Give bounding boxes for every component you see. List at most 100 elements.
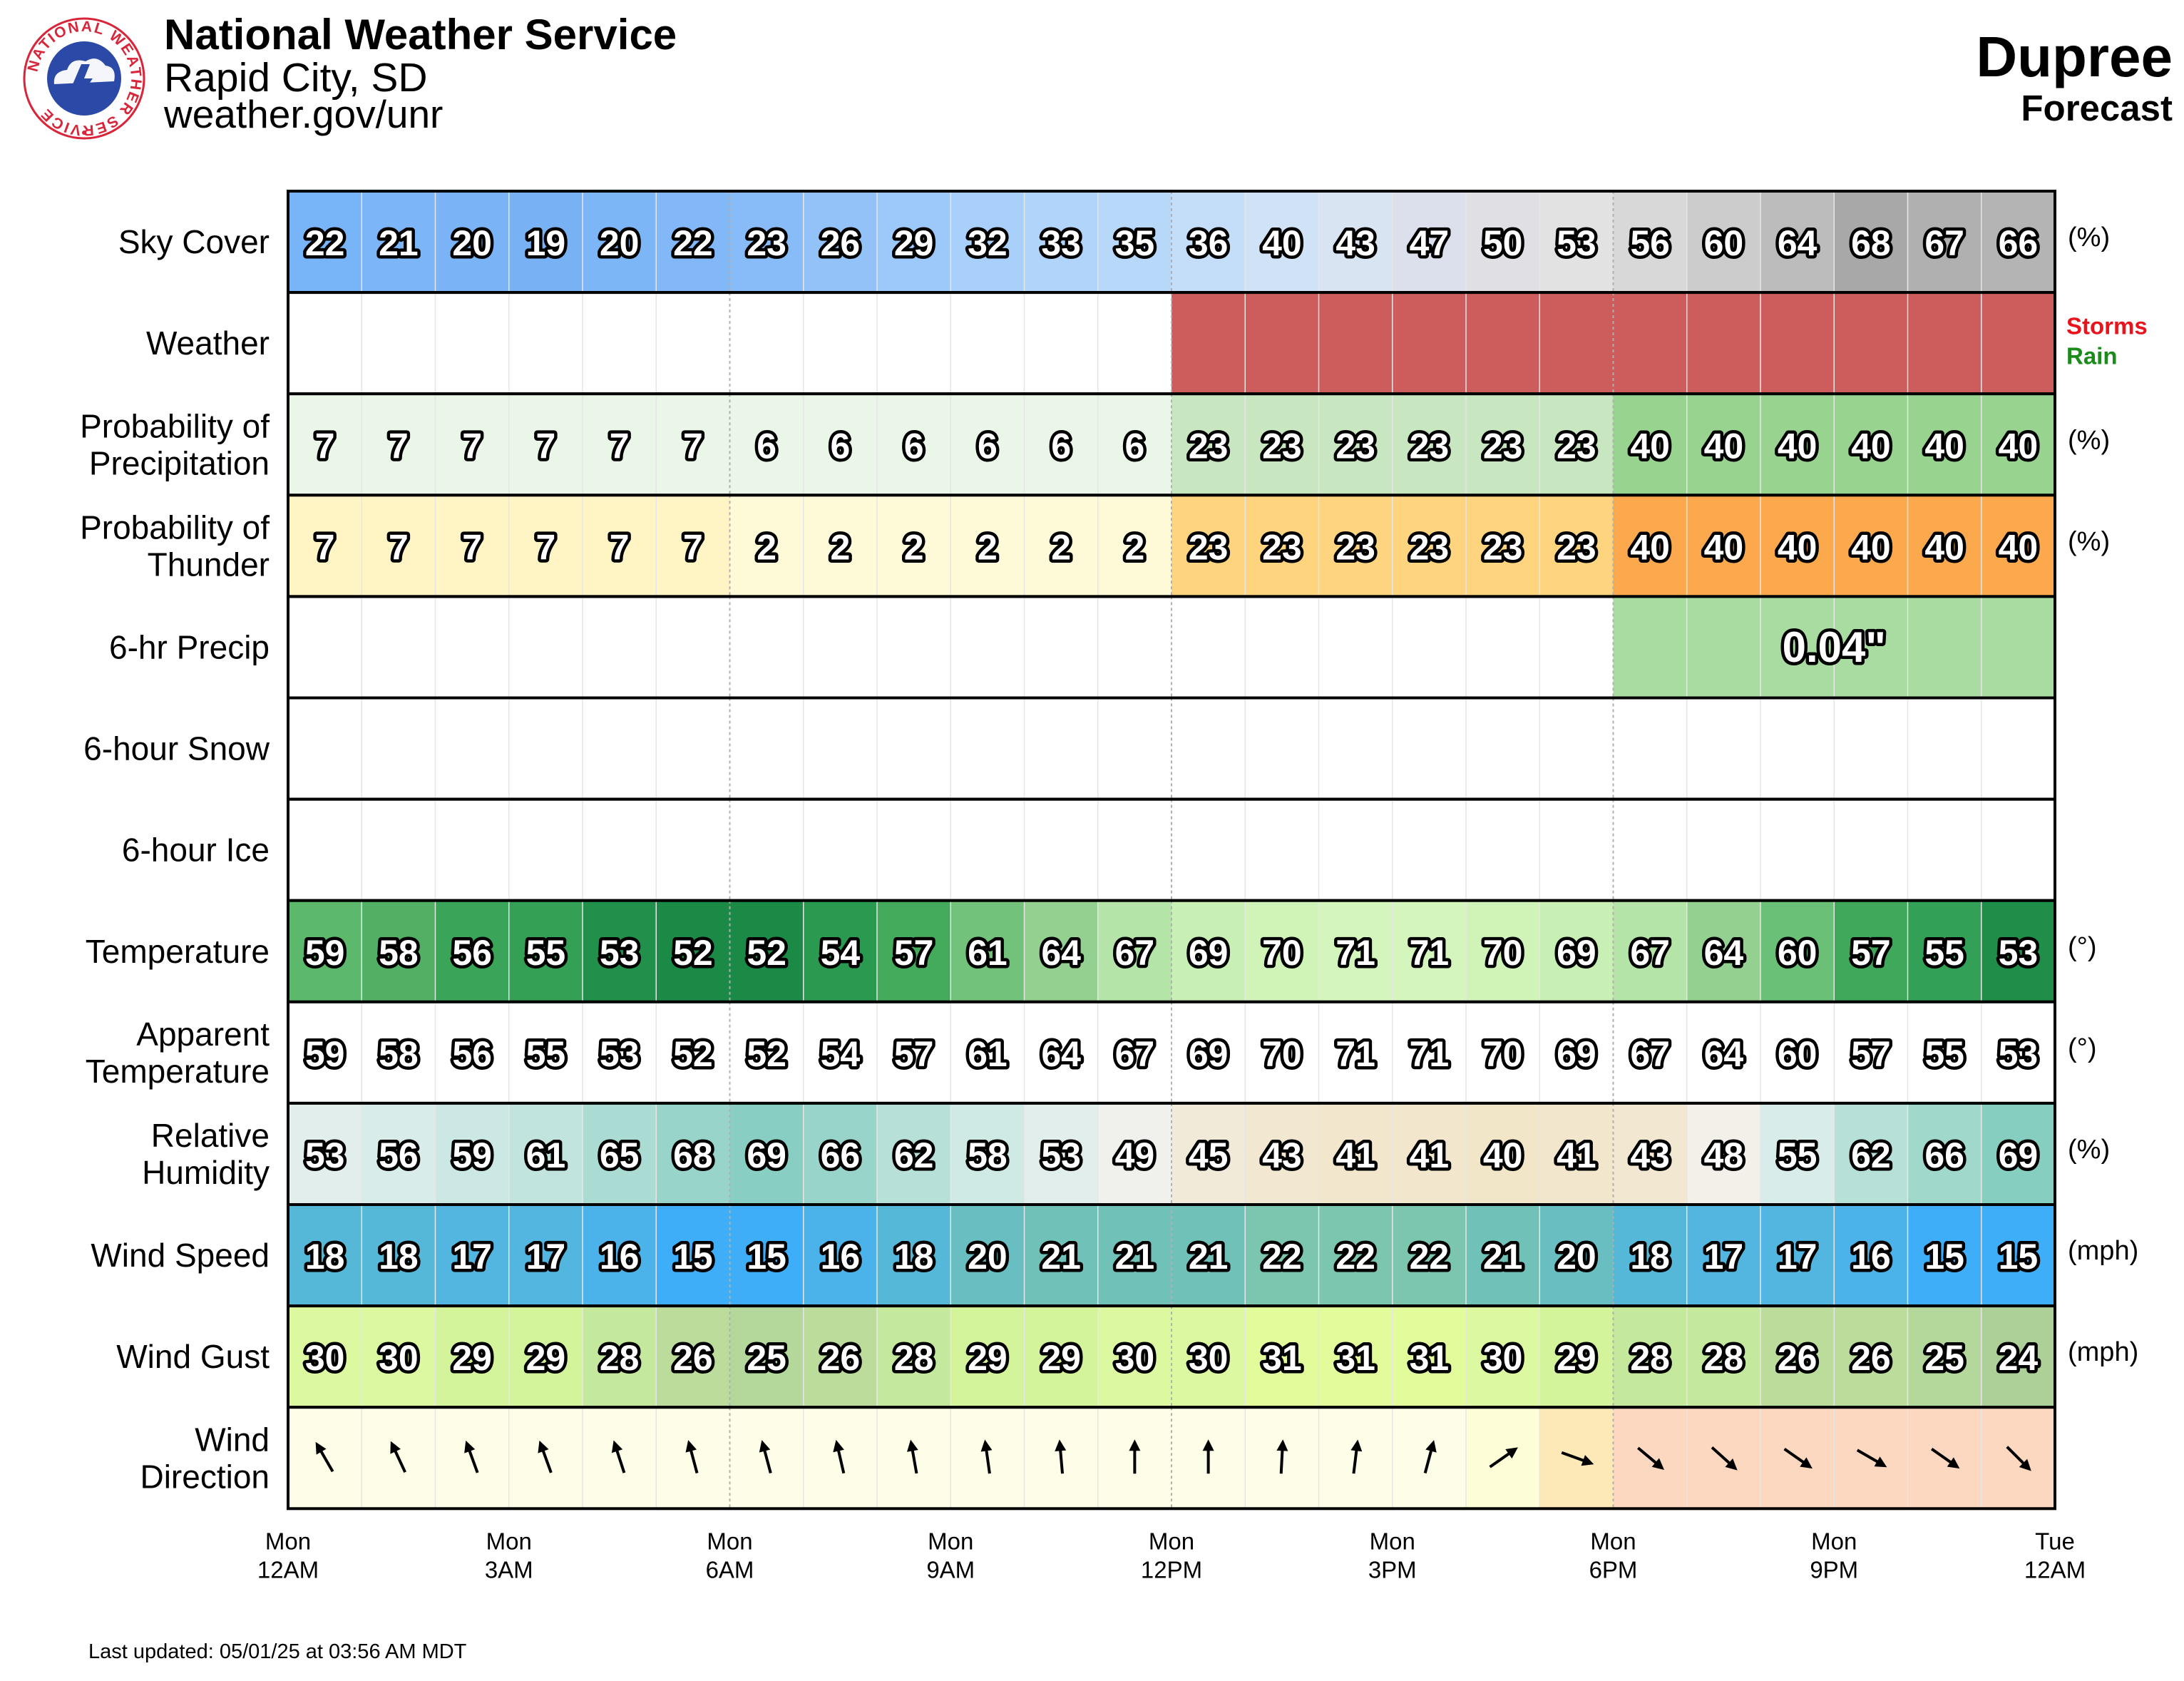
row-label-wdir: Wind: [195, 1421, 270, 1458]
x-tick-day: Mon: [1149, 1528, 1194, 1554]
cell-bg-weather: [1981, 292, 2056, 394]
cell-bg-rh: [1024, 1103, 1099, 1205]
cell-bg-pop: [1981, 394, 2056, 496]
value-rh: 55: [1778, 1135, 1818, 1175]
wind-arrow-head: [980, 1439, 993, 1452]
cell-bg-sky: [1392, 191, 1467, 293]
cell-bg-weather: [1466, 292, 1540, 394]
value-gust: 30: [305, 1338, 345, 1378]
value-gust: 30: [1189, 1338, 1229, 1378]
cell-bg-wspd: [1024, 1205, 1099, 1307]
x-tick-day: Mon: [265, 1528, 311, 1554]
cell-bg-apparent: [656, 1001, 730, 1103]
value-apparent: 64: [1041, 1034, 1081, 1074]
value-temp: 55: [526, 933, 566, 973]
cell-bg-thunder: [1981, 495, 2056, 597]
x-tick-time: 12AM: [257, 1556, 319, 1583]
value-temp: 67: [1115, 933, 1155, 973]
wind-arrow-head: [1947, 1457, 1960, 1469]
value-gust: 26: [1778, 1338, 1818, 1378]
value-pop: 6: [757, 426, 776, 466]
value-thunder: 7: [535, 527, 555, 567]
value-apparent: 58: [379, 1034, 419, 1074]
value-wspd: 15: [747, 1237, 786, 1277]
value-sky: 20: [600, 223, 640, 263]
cell-bg-sky: [1245, 191, 1319, 293]
cell-bg-rh: [729, 1103, 804, 1205]
cell-bg-wspd: [1318, 1205, 1393, 1307]
value-sky: 60: [1704, 223, 1744, 263]
cell-bg-thunder: [877, 495, 951, 597]
value-gust: 29: [1557, 1338, 1596, 1378]
cell-bg-thunder: [1613, 495, 1688, 597]
value-thunder: 40: [1630, 527, 1670, 567]
cell-bg-thunder: [508, 495, 583, 597]
value-sky: 19: [526, 223, 566, 263]
office-website[interactable]: weather.gov/unr: [164, 92, 444, 136]
value-thunder: 40: [1999, 527, 2039, 567]
value-sky: 67: [1924, 223, 1964, 263]
wind-arrow: [1489, 1447, 1518, 1468]
cell-bg-pop: [877, 394, 951, 496]
cell-bg-rh: [1834, 1103, 1908, 1205]
value-temp: 59: [305, 933, 345, 973]
value-gust: 30: [379, 1338, 419, 1378]
cell-bg-temp: [1760, 900, 1835, 1002]
cell-bg-wspd: [1907, 1205, 1982, 1307]
cell-bg-sky: [583, 191, 657, 293]
cell-bg-thunder: [1024, 495, 1099, 597]
wind-arrow: [1202, 1439, 1214, 1474]
last-updated: Last updated: 05/01/25 at 03:56 AM MDT: [88, 1640, 467, 1663]
cell-bg-temp: [877, 900, 951, 1002]
value-gust: 30: [1483, 1338, 1523, 1378]
unit-sky: (%): [2068, 223, 2110, 252]
wind-arrow: [1055, 1439, 1067, 1474]
cell-bg-weather: [1539, 292, 1614, 394]
value-thunder: 7: [462, 527, 482, 567]
wind-arrow-head: [685, 1440, 697, 1453]
cell-bg-rh: [1172, 1103, 1246, 1205]
value-qpf: 0.04": [1783, 623, 1886, 671]
cell-bg-thunder: [1097, 495, 1172, 597]
cell-bg-gust: [656, 1306, 730, 1408]
cell-bg-apparent: [508, 1001, 583, 1103]
value-rh: 62: [894, 1135, 934, 1175]
value-temp: 57: [894, 933, 934, 973]
cell-bg-pop: [1097, 394, 1172, 496]
value-rh: 65: [600, 1135, 640, 1175]
row-label-sky: Sky Cover: [118, 223, 270, 260]
value-rh: 58: [968, 1135, 1008, 1175]
cell-bg-thunder: [435, 495, 510, 597]
cell-bg-weather: [1907, 292, 1982, 394]
value-apparent: 61: [968, 1034, 1008, 1074]
value-apparent: 70: [1483, 1034, 1523, 1074]
cell-bg-temp: [1392, 900, 1467, 1002]
value-sky: 53: [1557, 223, 1596, 263]
value-pop: 40: [1778, 426, 1818, 466]
wind-arrow: [1856, 1448, 1887, 1468]
row-label-apparent: Temperature: [86, 1053, 270, 1090]
cell-bg-temp: [1539, 900, 1614, 1002]
cell-bg-apparent: [1392, 1001, 1467, 1103]
value-thunder: 40: [1924, 527, 1964, 567]
value-pop: 23: [1410, 426, 1450, 466]
value-sky: 32: [968, 223, 1008, 263]
wind-arrow-head: [1800, 1457, 1813, 1469]
wind-arrow: [1423, 1440, 1437, 1474]
value-wspd: 22: [1262, 1237, 1302, 1277]
value-rh: 62: [1851, 1135, 1891, 1175]
value-pop: 6: [1124, 426, 1144, 466]
cell-bg-apparent: [362, 1001, 436, 1103]
wind-arrow-head: [759, 1440, 771, 1453]
cell-bg-thunder: [1172, 495, 1246, 597]
cell-bg-sky: [1318, 191, 1393, 293]
value-thunder: 23: [1410, 527, 1450, 567]
cell-bg-wspd: [803, 1205, 878, 1307]
cell-bg-apparent: [877, 1001, 951, 1103]
cell-bg-gust: [1318, 1306, 1393, 1408]
wind-arrow-head: [1055, 1439, 1067, 1451]
value-pop: 7: [683, 426, 703, 466]
value-rh: 45: [1189, 1135, 1229, 1175]
wind-arrow-head: [1425, 1440, 1437, 1453]
